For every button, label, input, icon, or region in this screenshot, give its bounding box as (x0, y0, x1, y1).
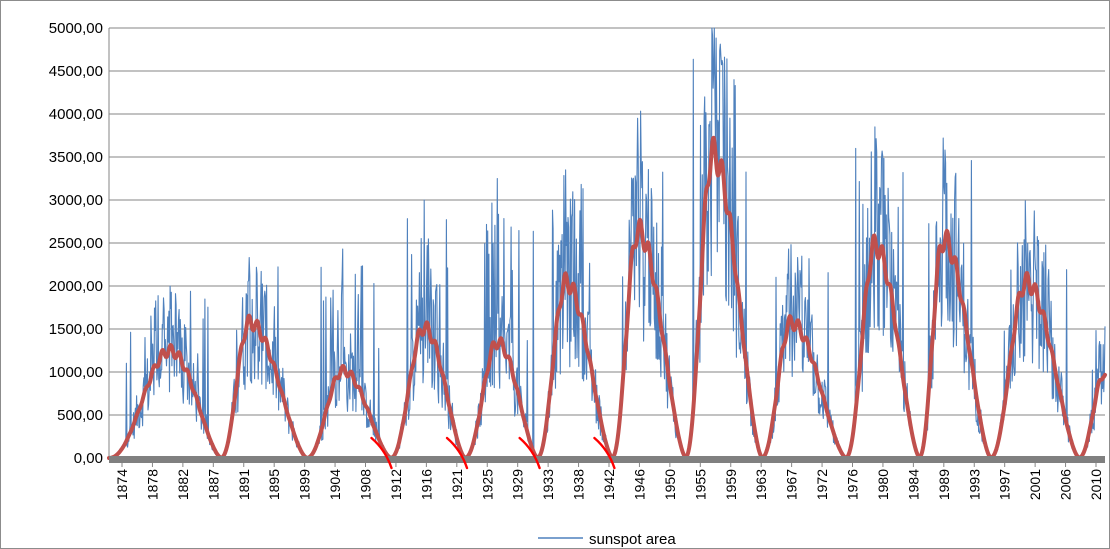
x-tick-label: 1878 (144, 469, 160, 500)
x-tick-label: 1946 (631, 469, 647, 500)
x-tick-label: 1895 (266, 469, 282, 500)
x-tick-label: 1891 (236, 469, 252, 500)
series-line-smoothed (107, 135, 1107, 460)
x-tick-label: 1874 (114, 469, 130, 500)
y-tick-label: 4000,00 (49, 106, 103, 123)
y-tick-label: 2500,00 (49, 235, 103, 252)
x-tick-label: 1993 (966, 469, 982, 500)
x-tick-label: 1882 (175, 469, 191, 500)
x-tick-label: 1938 (571, 469, 587, 500)
cycle-minimum-marks (370, 436, 616, 470)
x-tick-label: 1959 (723, 469, 739, 500)
x-tick-label: 1976 (845, 469, 861, 500)
x-tick-label: 2010 (1088, 469, 1104, 500)
x-tick-label: 1912 (388, 469, 404, 500)
x-tick-label: 2006 (1058, 469, 1074, 500)
x-tick-label: 2001 (1027, 469, 1043, 500)
legend: sunspot area (538, 531, 676, 548)
y-tick-label: 1000,00 (49, 364, 103, 381)
smoothed-series-layer (107, 135, 1107, 460)
x-tick-label: 1980 (875, 469, 891, 500)
x-tick-label: 1921 (449, 469, 465, 500)
x-tick-label: 1908 (358, 469, 374, 500)
y-tick-label: 5000,00 (49, 20, 103, 37)
zero-baseline-band (109, 456, 1105, 463)
x-tick-label: 1904 (327, 469, 343, 500)
x-axis: 1874 1878 1882 1887 1891 1895 1899 1904 1908 1912… (114, 463, 1104, 500)
x-tick-label: 1942 (601, 469, 617, 500)
x-tick-label: 1887 (205, 469, 221, 500)
cycle-minimum-mark (593, 436, 616, 470)
x-tick-label: 1955 (692, 469, 708, 500)
x-tick-label: 1984 (905, 469, 921, 500)
y-tick-label: 4500,00 (49, 63, 103, 80)
y-tick-label: 2000,00 (49, 278, 103, 295)
x-tick-label: 1916 (418, 469, 434, 500)
y-tick-label: 3500,00 (49, 149, 103, 166)
x-tick-label: 1972 (814, 469, 830, 500)
y-tick-label: 500,00 (57, 407, 103, 424)
x-tick-label: 1997 (997, 469, 1013, 500)
x-tick-label: 1967 (784, 469, 800, 500)
x-axis-baseline (109, 456, 1105, 463)
y-tick-label: 0,00 (74, 450, 103, 467)
cycle-minimum-mark (370, 436, 393, 470)
x-tick-label: 1963 (753, 469, 769, 500)
y-tick-label: 3000,00 (49, 192, 103, 209)
x-tick-label: 1950 (662, 469, 678, 500)
y-axis: 0,00 500,00 1000,00 1500,00 2000,00 2500,00 30… (49, 20, 110, 467)
x-tick-label: 1925 (479, 469, 495, 500)
x-tick-label: 1933 (540, 469, 556, 500)
x-tick-label: 1929 (510, 469, 526, 500)
y-tick-label: 1500,00 (49, 321, 103, 338)
cycle-minimum-mark (518, 436, 541, 470)
x-tick-label: 1899 (297, 469, 313, 500)
x-tick-label: 1989 (936, 469, 952, 500)
legend-label: sunspot area (589, 531, 676, 548)
cycle-minimum-mark (445, 436, 469, 470)
